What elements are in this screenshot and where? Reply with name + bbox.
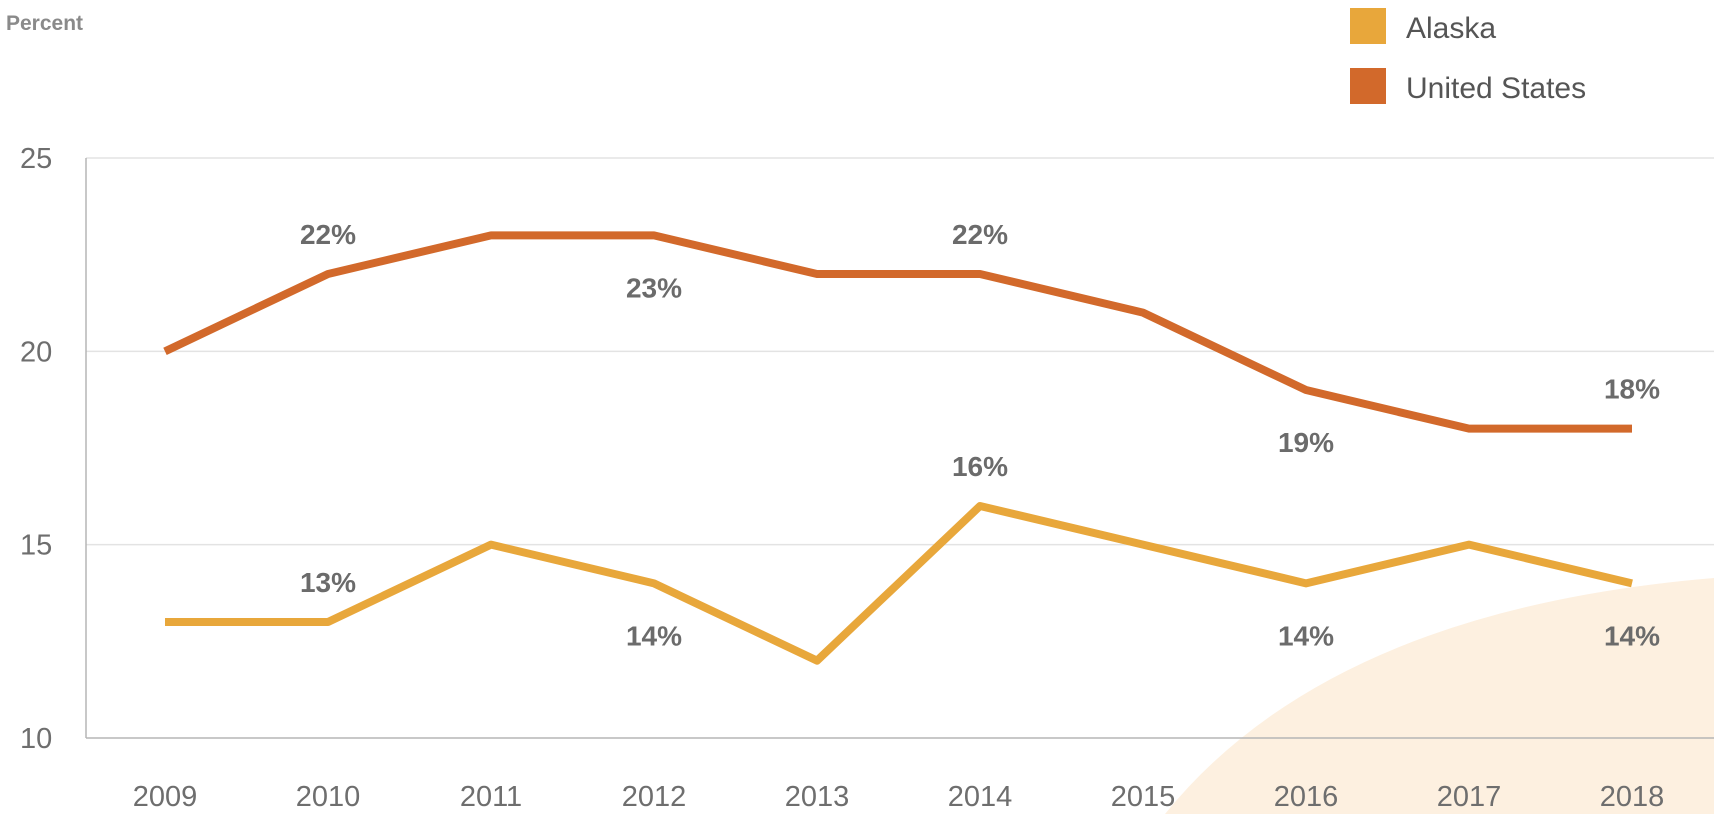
- x-tick-2013: 2013: [785, 781, 850, 813]
- series-line-united-states: [163, 231, 1632, 433]
- data-label-united-states-2018: 18%: [1604, 374, 1660, 405]
- y-tick-20: 20: [20, 336, 52, 368]
- x-tick-2012: 2012: [622, 781, 687, 813]
- data-labels: 13% 14% 16% 14% 14% 22% 23% 22% 19% 18%: [300, 219, 1660, 651]
- data-label-united-states-2012: 23%: [626, 272, 682, 303]
- legend-label-united-states: United States: [1406, 72, 1586, 105]
- data-label-alaska-2016: 14%: [1278, 620, 1334, 651]
- data-label-alaska-2012: 14%: [626, 620, 682, 651]
- x-tick-2011: 2011: [460, 781, 522, 813]
- x-tick-2017: 2017: [1437, 781, 1502, 813]
- decorative-corner-shape: [1165, 578, 1714, 814]
- data-label-united-states-2010: 22%: [300, 219, 356, 250]
- x-tick-2014: 2014: [948, 781, 1013, 813]
- legend-label-alaska: Alaska: [1406, 12, 1496, 45]
- legend-swatch-alaska: [1350, 8, 1386, 44]
- x-axis-ticks: 2009 2010 2011 2012 2013 2014 2015 2016 2017 2018: [133, 781, 1665, 813]
- data-label-united-states-2016: 19%: [1278, 427, 1334, 458]
- y-tick-15: 15: [20, 530, 52, 562]
- legend-swatch-united-states: [1350, 68, 1386, 104]
- data-label-alaska-2010: 13%: [300, 567, 356, 598]
- y-axis-ticks: 10 15 20 25: [20, 143, 52, 755]
- y-axis-title: Percent: [6, 12, 83, 35]
- gridlines: [85, 157, 1714, 739]
- x-tick-2018: 2018: [1600, 781, 1665, 813]
- series-group: [163, 231, 1633, 665]
- data-label-united-states-2014: 22%: [952, 219, 1008, 250]
- series-line-alaska: [165, 502, 1633, 665]
- x-tick-2015: 2015: [1111, 781, 1176, 813]
- legend: Alaska United States: [1350, 8, 1586, 105]
- y-tick-25: 25: [20, 143, 52, 175]
- data-label-alaska-2014: 16%: [952, 451, 1008, 482]
- x-tick-2016: 2016: [1274, 781, 1339, 813]
- data-label-alaska-2018: 14%: [1604, 620, 1660, 651]
- x-tick-2010: 2010: [296, 781, 361, 813]
- x-tick-2009: 2009: [133, 781, 198, 813]
- y-tick-10: 10: [20, 723, 52, 755]
